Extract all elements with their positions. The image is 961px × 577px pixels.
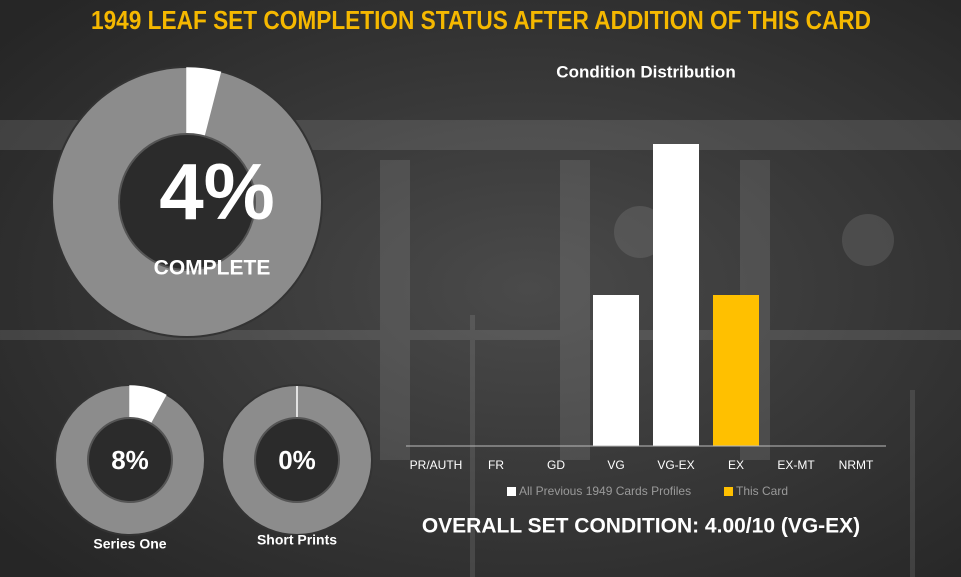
donut-label: Series One [93,536,166,552]
x-tick-label: VG-EX [657,458,694,472]
x-tick-label: PR/AUTH [410,458,463,472]
annotation: OVERALL SET CONDITION: 4.00/10 (VG-EX) [422,515,860,538]
donut-hole [118,133,256,271]
x-tick-label: NRMT [839,458,874,472]
x-tick-label: EX-MT [777,458,815,472]
donut-value: 0% [278,445,316,475]
chart-title: Condition Distribution [556,62,735,81]
donut-label: COMPLETE [154,257,271,280]
donut-value: 4% [159,147,275,236]
legend-label: All Previous 1949 Cards Profiles [519,484,691,498]
donut-hole [254,417,340,503]
x-tick-label: GD [547,458,565,472]
legend-swatch [507,487,516,496]
x-tick-label: VG [607,458,624,472]
legend-swatch [724,487,733,496]
donut-label: Short Prints [257,532,337,548]
bar [593,295,639,446]
bar [713,295,759,446]
x-tick-label: FR [488,458,504,472]
legend-label: This Card [736,484,788,498]
bar [653,144,699,446]
page-title: 1949 LEAF SET COMPLETION STATUS AFTER AD… [91,5,871,35]
x-tick-label: EX [728,458,744,472]
donut-hole [87,417,173,503]
donut-value: 8% [111,445,149,475]
